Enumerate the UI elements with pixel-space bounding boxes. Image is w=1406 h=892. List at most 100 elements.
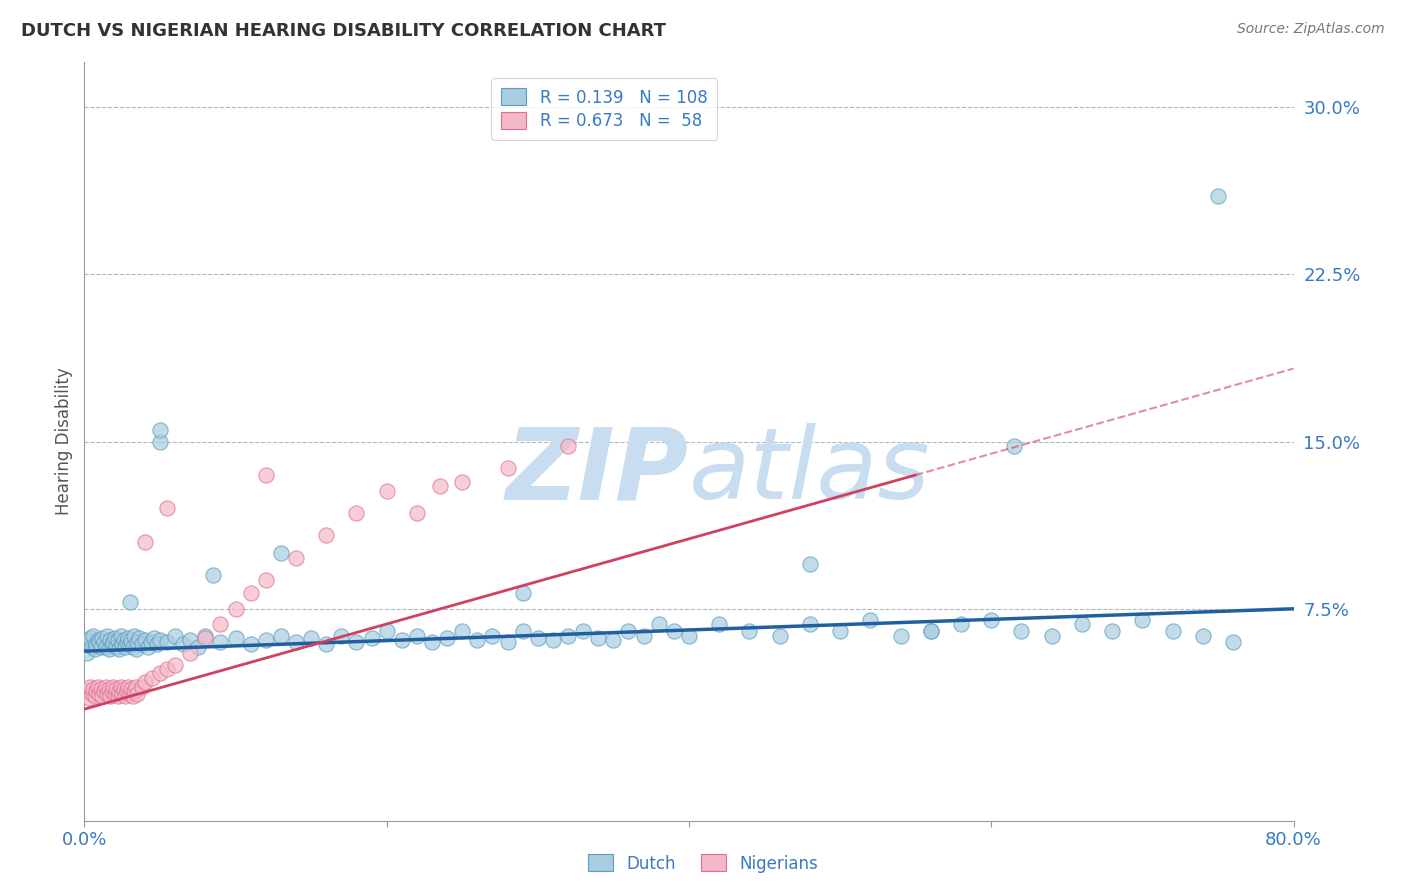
Point <box>496 461 519 475</box>
Point <box>118 687 141 701</box>
Point <box>557 439 579 453</box>
Point <box>950 617 973 632</box>
Point <box>375 624 398 639</box>
Point <box>96 687 118 701</box>
Point <box>496 635 519 649</box>
Point <box>1222 635 1244 649</box>
Point <box>77 690 100 705</box>
Point <box>149 666 172 681</box>
Point <box>112 681 135 696</box>
Point <box>111 687 134 701</box>
Point <box>107 633 129 648</box>
Point <box>149 633 172 648</box>
Point <box>117 680 139 694</box>
Point <box>1130 613 1153 627</box>
Point <box>541 633 564 648</box>
Point <box>436 631 458 645</box>
Point <box>360 631 382 645</box>
Point <box>100 637 122 651</box>
Point <box>572 624 595 639</box>
Text: atlas: atlas <box>689 424 931 520</box>
Point <box>1011 624 1033 639</box>
Point <box>156 635 179 649</box>
Point <box>709 617 731 632</box>
Point <box>91 631 114 645</box>
Point <box>79 680 101 694</box>
Point <box>82 628 104 642</box>
Point <box>97 642 120 657</box>
Point <box>830 624 852 639</box>
Point <box>134 633 156 648</box>
Point <box>1161 624 1184 639</box>
Point <box>527 631 550 645</box>
Point <box>105 640 128 654</box>
Point <box>80 687 103 701</box>
Point <box>406 628 429 642</box>
Point <box>1071 617 1094 632</box>
Point <box>512 624 534 639</box>
Point <box>156 662 179 676</box>
Point <box>131 637 153 651</box>
Point <box>127 687 149 701</box>
Point <box>105 681 128 696</box>
Point <box>121 640 143 654</box>
Point <box>91 689 114 703</box>
Point <box>920 624 942 639</box>
Point <box>270 546 292 560</box>
Point <box>187 640 209 654</box>
Point <box>799 617 821 632</box>
Point <box>890 628 912 642</box>
Point <box>117 631 139 645</box>
Point <box>114 689 136 703</box>
Point <box>131 680 153 694</box>
Point <box>738 624 761 639</box>
Point <box>104 631 127 645</box>
Point <box>101 635 124 649</box>
Point <box>141 671 163 685</box>
Point <box>980 613 1002 627</box>
Point <box>136 640 159 654</box>
Point <box>165 628 187 642</box>
Point <box>239 586 262 600</box>
Point <box>451 475 474 489</box>
Point <box>201 568 224 582</box>
Point <box>165 657 187 672</box>
Point <box>1206 189 1229 203</box>
Point <box>111 637 134 651</box>
Point <box>299 631 322 645</box>
Point <box>108 642 131 657</box>
Point <box>118 595 141 609</box>
Point <box>588 631 610 645</box>
Point <box>98 633 121 648</box>
Point <box>87 633 110 648</box>
Point <box>97 681 120 696</box>
Point <box>179 646 201 660</box>
Point <box>799 557 821 572</box>
Point <box>406 506 429 520</box>
Point <box>179 633 201 648</box>
Point <box>86 684 108 698</box>
Point <box>346 635 368 649</box>
Point <box>90 681 112 696</box>
Point <box>115 684 138 698</box>
Point <box>122 628 145 642</box>
Point <box>120 681 142 696</box>
Point <box>128 631 150 645</box>
Legend: Dutch, Nigerians: Dutch, Nigerians <box>581 847 825 880</box>
Point <box>112 633 135 648</box>
Point <box>108 684 131 698</box>
Point <box>481 628 503 642</box>
Point <box>270 628 292 642</box>
Point <box>110 680 132 694</box>
Point <box>149 424 172 438</box>
Point <box>134 535 156 549</box>
Point <box>89 635 111 649</box>
Text: Source: ZipAtlas.com: Source: ZipAtlas.com <box>1237 22 1385 37</box>
Point <box>80 640 103 654</box>
Point <box>346 506 368 520</box>
Point <box>146 637 169 651</box>
Point <box>194 631 217 645</box>
Point <box>156 501 179 516</box>
Point <box>209 617 232 632</box>
Point <box>121 689 143 703</box>
